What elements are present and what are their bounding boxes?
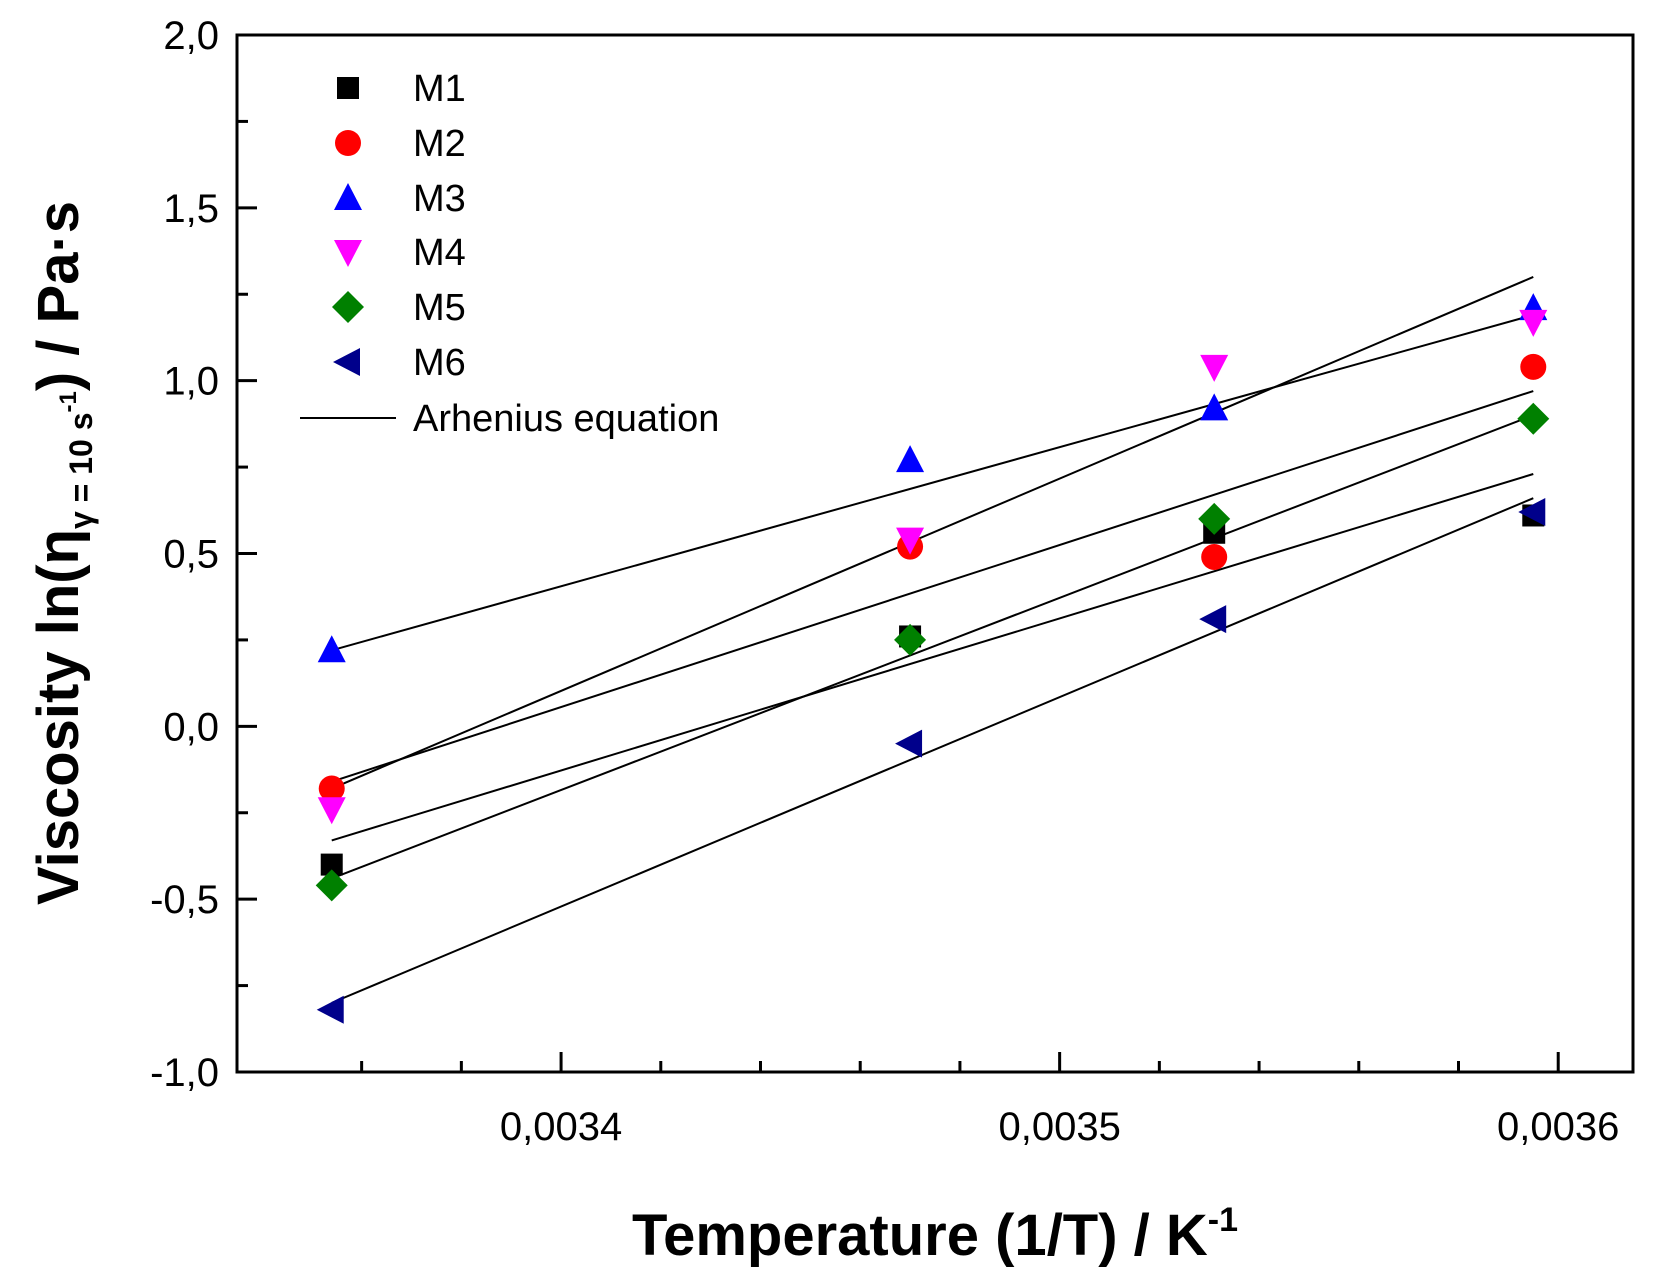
axis-tick-labels: -1,0 -0,5 0,0 0,5 1,0 1,5 2,0 0,0034 0,0035 0,003… xyxy=(150,14,1619,1149)
point-m5-1 xyxy=(315,869,348,902)
point-m5-4 xyxy=(1517,402,1550,435)
legend-item-m3: M3 xyxy=(334,178,466,220)
point-m6-4 xyxy=(1518,498,1546,527)
point-m2-1 xyxy=(318,775,345,802)
fit-line-m2 xyxy=(331,390,1534,783)
point-m6-3 xyxy=(1199,605,1227,634)
legend-marker-m2 xyxy=(335,130,361,156)
legend-item-m1: M1 xyxy=(337,68,466,110)
data-points xyxy=(315,293,1550,1024)
point-m2-3 xyxy=(1201,543,1228,570)
arrhenius-fit-lines xyxy=(331,276,1534,1004)
y-tick-label: 0,5 xyxy=(163,533,219,577)
y-tick-label: 0,0 xyxy=(163,705,219,749)
point-m1-1 xyxy=(320,853,343,876)
legend-symbol-m2 xyxy=(335,130,361,156)
y-tick-label: -1,0 xyxy=(150,1051,219,1095)
legend-label-m3: M3 xyxy=(413,178,466,220)
legend-marker-m6 xyxy=(333,348,360,376)
legend-symbol-m3 xyxy=(334,183,362,210)
legend-item-fit: Arhenius equation xyxy=(300,398,719,440)
y-axis-title: Viscosity ln(ηγ = 10 s-1) / Pa·s xyxy=(26,201,99,905)
legend-symbol-m6 xyxy=(333,348,360,376)
point-m6-2 xyxy=(895,729,923,758)
x-tick-label: 0,0034 xyxy=(500,1105,622,1149)
x-tick-label: 0,0036 xyxy=(1497,1105,1619,1149)
legend-label-fit: Arhenius equation xyxy=(413,398,719,440)
point-m3-1 xyxy=(317,635,346,663)
legend: M1 M2 M3 M4 M5 M6 Arhenius equation xyxy=(300,68,719,440)
point-m4-2 xyxy=(896,527,925,555)
fit-line-m1 xyxy=(331,473,1534,842)
point-m2-4 xyxy=(1520,353,1547,380)
point-m6-1 xyxy=(316,995,344,1024)
y-tick-label: -0,5 xyxy=(150,878,219,922)
y-tick-label: 1,0 xyxy=(163,360,219,404)
legend-label-m5: M5 xyxy=(413,287,466,329)
legend-item-m6: M6 xyxy=(333,342,466,384)
legend-label-m4: M4 xyxy=(413,232,466,274)
point-m4-4 xyxy=(1519,309,1548,337)
fit-line-m6 xyxy=(331,497,1534,1004)
point-m5-2 xyxy=(894,623,927,656)
legend-symbol-m1 xyxy=(337,77,359,99)
legend-label-m6: M6 xyxy=(413,342,466,384)
point-m3-3 xyxy=(1200,393,1229,421)
legend-item-m2: M2 xyxy=(335,123,466,165)
legend-marker-m1 xyxy=(337,77,359,99)
fit-line-m5 xyxy=(331,414,1534,880)
legend-marker-m4 xyxy=(334,240,362,267)
point-m5-3 xyxy=(1198,502,1231,535)
legend-symbol-m5 xyxy=(332,291,364,323)
legend-item-m4: M4 xyxy=(334,232,466,274)
y-tick-label: 2,0 xyxy=(163,14,219,58)
point-m4-1 xyxy=(317,797,346,825)
legend-label-m1: M1 xyxy=(413,68,466,110)
y-tick-label: 1,5 xyxy=(163,187,219,231)
x-tick-label: 0,0035 xyxy=(998,1105,1120,1149)
x-axis-title: Temperature (1/T) / K-1 xyxy=(632,1201,1238,1268)
legend-label-m2: M2 xyxy=(413,123,466,165)
point-m4-3 xyxy=(1200,354,1229,382)
legend-symbol-m4 xyxy=(334,240,362,267)
legend-marker-m3 xyxy=(334,183,362,210)
fit-line-m3 xyxy=(331,314,1534,652)
point-m3-2 xyxy=(896,445,925,473)
legend-item-m5: M5 xyxy=(332,287,466,329)
fit-line-m4 xyxy=(331,276,1534,790)
axis-ticks xyxy=(237,33,1560,1074)
legend-marker-m5 xyxy=(332,291,364,323)
